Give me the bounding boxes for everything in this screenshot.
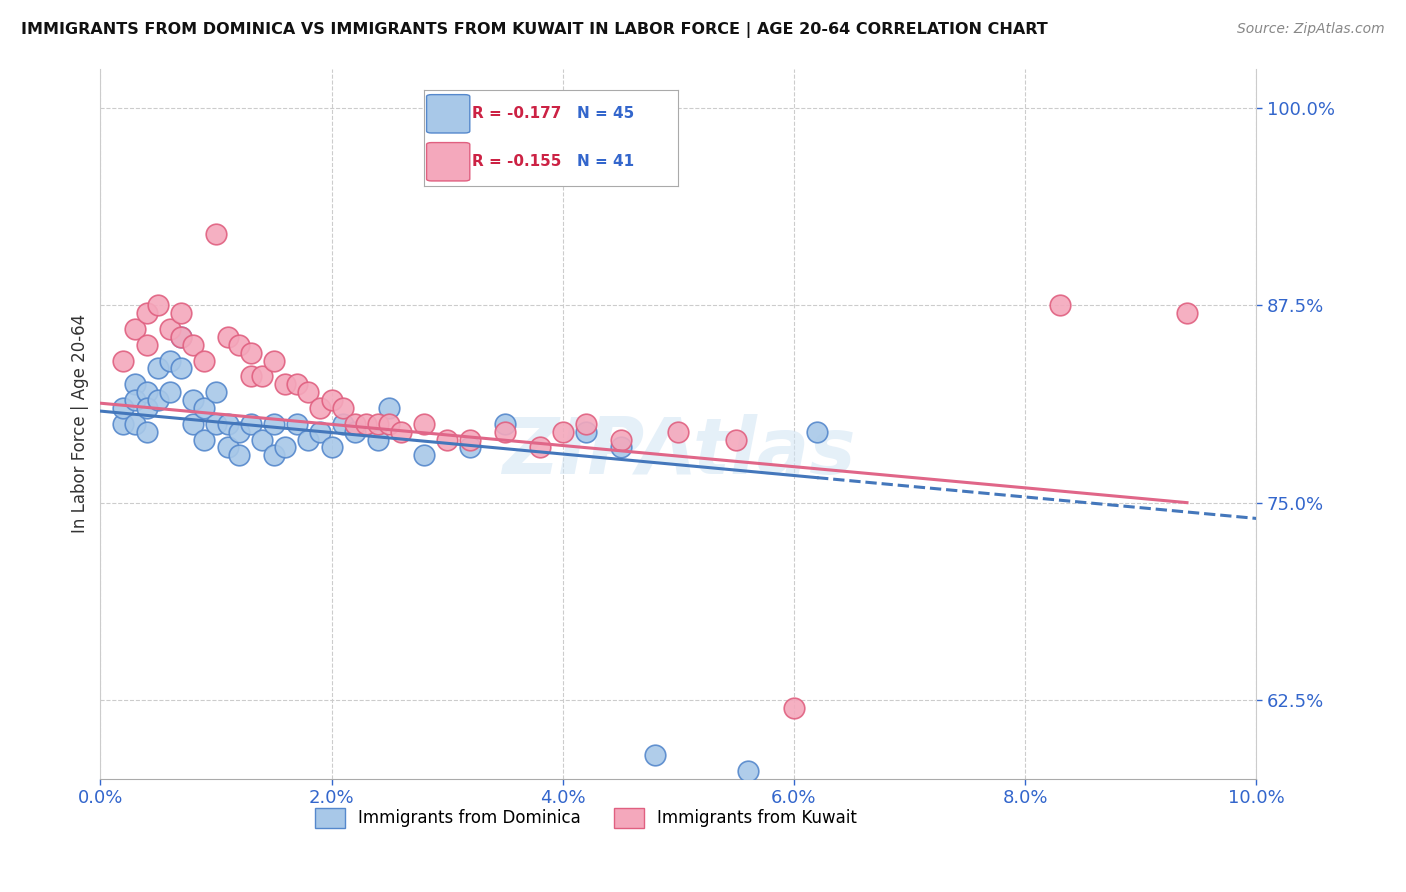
Point <box>112 353 135 368</box>
Point <box>783 701 806 715</box>
Point <box>135 338 157 352</box>
Point <box>609 441 631 455</box>
Point <box>250 369 273 384</box>
Point <box>666 425 689 439</box>
Point <box>332 417 354 431</box>
Point <box>193 401 215 415</box>
Point <box>806 425 828 439</box>
Point <box>575 425 598 439</box>
Point <box>458 433 481 447</box>
Point <box>737 764 759 778</box>
Point <box>124 392 146 407</box>
Point <box>159 353 181 368</box>
Point <box>217 330 239 344</box>
Point <box>551 425 574 439</box>
Point <box>263 417 285 431</box>
Point <box>170 330 193 344</box>
Point <box>644 748 666 763</box>
Point <box>343 425 366 439</box>
Point <box>274 377 297 392</box>
Point <box>181 417 204 431</box>
Point <box>135 401 157 415</box>
Point <box>181 338 204 352</box>
Point <box>239 369 262 384</box>
Text: Source: ZipAtlas.com: Source: ZipAtlas.com <box>1237 22 1385 37</box>
Point <box>413 448 436 462</box>
Point <box>285 417 308 431</box>
Point <box>297 433 319 447</box>
Point <box>159 385 181 400</box>
Point <box>263 353 285 368</box>
Text: IMMIGRANTS FROM DOMINICA VS IMMIGRANTS FROM KUWAIT IN LABOR FORCE | AGE 20-64 CO: IMMIGRANTS FROM DOMINICA VS IMMIGRANTS F… <box>21 22 1047 38</box>
Point <box>413 417 436 431</box>
Point <box>274 441 297 455</box>
Point <box>170 306 193 320</box>
Point <box>332 401 354 415</box>
Point <box>228 425 250 439</box>
Point <box>112 417 135 431</box>
Point <box>1175 306 1198 320</box>
Point <box>135 385 157 400</box>
Point <box>124 417 146 431</box>
Point <box>228 338 250 352</box>
Point <box>146 392 169 407</box>
Point <box>135 425 157 439</box>
Point <box>285 377 308 392</box>
Point <box>228 448 250 462</box>
Point <box>181 392 204 407</box>
Legend: Immigrants from Dominica, Immigrants from Kuwait: Immigrants from Dominica, Immigrants fro… <box>308 801 863 835</box>
Point <box>239 417 262 431</box>
Point <box>135 306 157 320</box>
Point <box>321 392 343 407</box>
Point <box>529 441 551 455</box>
Text: ZIPAtlas: ZIPAtlas <box>502 414 855 490</box>
Point <box>1049 298 1071 312</box>
Point <box>217 417 239 431</box>
Point <box>343 417 366 431</box>
Point <box>389 425 412 439</box>
Point <box>609 433 631 447</box>
Point <box>159 322 181 336</box>
Point <box>205 417 228 431</box>
Point <box>354 417 377 431</box>
Point <box>239 345 262 359</box>
Point <box>494 417 516 431</box>
Point <box>309 401 332 415</box>
Point <box>367 417 389 431</box>
Point <box>494 425 516 439</box>
Point <box>193 433 215 447</box>
Point <box>170 330 193 344</box>
Point <box>124 322 146 336</box>
Point <box>321 441 343 455</box>
Y-axis label: In Labor Force | Age 20-64: In Labor Force | Age 20-64 <box>72 314 89 533</box>
Point <box>112 401 135 415</box>
Point <box>205 227 228 242</box>
Point <box>193 353 215 368</box>
Point <box>250 433 273 447</box>
Point <box>378 417 401 431</box>
Point <box>575 417 598 431</box>
Point <box>436 433 458 447</box>
Point <box>725 433 748 447</box>
Point <box>205 385 228 400</box>
Point <box>146 298 169 312</box>
Point <box>124 377 146 392</box>
Point <box>217 441 239 455</box>
Point <box>263 448 285 462</box>
Point <box>367 433 389 447</box>
Point <box>297 385 319 400</box>
Point <box>170 361 193 376</box>
Point <box>378 401 401 415</box>
Point <box>458 441 481 455</box>
Point <box>309 425 332 439</box>
Point <box>146 361 169 376</box>
